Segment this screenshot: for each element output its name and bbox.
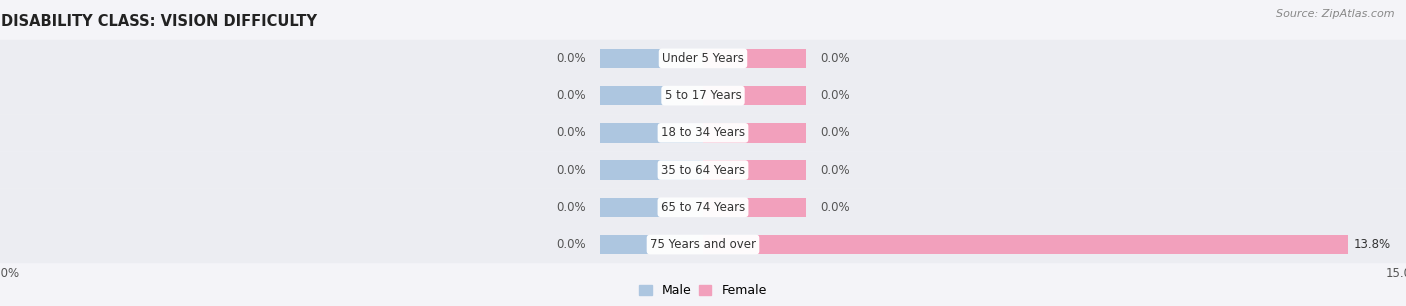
Bar <box>600 86 703 105</box>
Text: 0.0%: 0.0% <box>557 52 586 65</box>
FancyBboxPatch shape <box>0 40 1406 77</box>
Bar <box>600 160 703 180</box>
Text: 0.0%: 0.0% <box>820 126 849 139</box>
FancyBboxPatch shape <box>0 77 1406 114</box>
Bar <box>703 49 806 68</box>
FancyBboxPatch shape <box>0 114 1406 151</box>
Bar <box>703 86 806 105</box>
Bar <box>600 49 703 68</box>
Text: 65 to 74 Years: 65 to 74 Years <box>661 201 745 214</box>
Bar <box>703 160 806 180</box>
Text: Source: ZipAtlas.com: Source: ZipAtlas.com <box>1277 9 1395 19</box>
Text: 0.0%: 0.0% <box>820 52 849 65</box>
Text: 0.0%: 0.0% <box>557 201 586 214</box>
Text: 35 to 64 Years: 35 to 64 Years <box>661 164 745 177</box>
Text: 0.0%: 0.0% <box>557 164 586 177</box>
Bar <box>703 235 1348 254</box>
Bar <box>600 235 703 254</box>
Text: 0.0%: 0.0% <box>820 89 849 102</box>
Bar <box>600 123 703 143</box>
FancyBboxPatch shape <box>0 189 1406 226</box>
Text: 0.0%: 0.0% <box>557 126 586 139</box>
Text: 0.0%: 0.0% <box>820 164 849 177</box>
Text: 0.0%: 0.0% <box>557 238 586 251</box>
Legend: Male, Female: Male, Female <box>640 284 766 297</box>
Bar <box>703 123 806 143</box>
Bar <box>703 198 806 217</box>
Text: Under 5 Years: Under 5 Years <box>662 52 744 65</box>
Text: 0.0%: 0.0% <box>820 201 849 214</box>
Text: DISABILITY CLASS: VISION DIFFICULTY: DISABILITY CLASS: VISION DIFFICULTY <box>1 14 318 29</box>
Text: 5 to 17 Years: 5 to 17 Years <box>665 89 741 102</box>
Text: 0.0%: 0.0% <box>557 89 586 102</box>
Text: 13.8%: 13.8% <box>1354 238 1391 251</box>
Text: 75 Years and over: 75 Years and over <box>650 238 756 251</box>
Bar <box>600 198 703 217</box>
Text: 18 to 34 Years: 18 to 34 Years <box>661 126 745 139</box>
FancyBboxPatch shape <box>0 151 1406 189</box>
FancyBboxPatch shape <box>0 226 1406 263</box>
